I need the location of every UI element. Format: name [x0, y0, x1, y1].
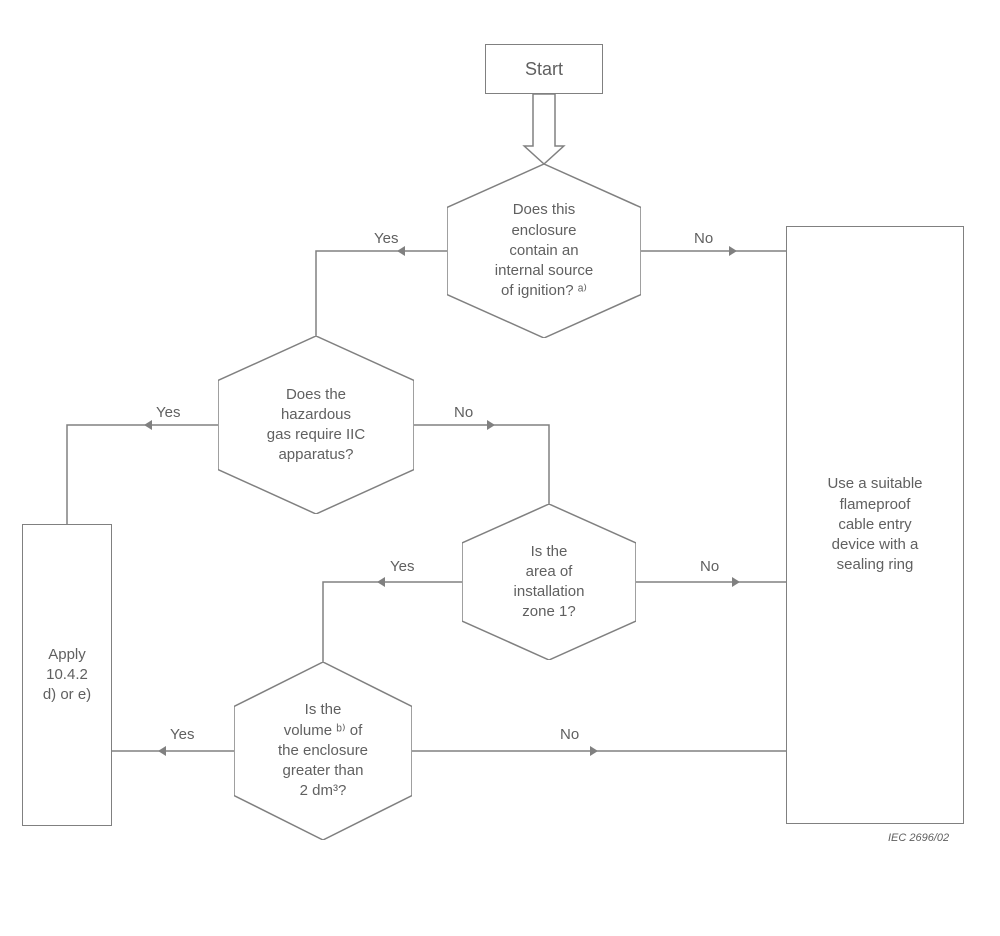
edge-label-d2_no: No	[454, 404, 473, 421]
edge-label-d1_yes: Yes	[374, 230, 398, 247]
node-apply: Apply10.4.2d) or e)	[22, 524, 112, 826]
iec-caption: IEC 2696/02	[888, 832, 949, 844]
edge-label-d4_no: No	[560, 726, 579, 743]
edge-label-d3_yes: Yes	[390, 558, 414, 575]
node-d2: Does thehazardousgas require IICapparatu…	[218, 336, 414, 514]
node-d3: Is thearea ofinstallationzone 1?	[462, 504, 636, 660]
node-d4: Is thevolume ᵇ⁾ ofthe enclosuregreater t…	[234, 662, 412, 840]
edge-label-d1_no: No	[694, 230, 713, 247]
node-start: Start	[485, 44, 603, 94]
edge-label-d3_no: No	[700, 558, 719, 575]
node-d1: Does thisenclosurecontain aninternal sou…	[447, 164, 641, 338]
flowchart-canvas: IEC 2696/02 Start Does thisenclosureconta…	[0, 0, 1000, 936]
edge-label-d2_yes: Yes	[156, 404, 180, 421]
node-use: Use a suitableflameproofcable entrydevic…	[786, 226, 964, 824]
edge-label-d4_yes: Yes	[170, 726, 194, 743]
